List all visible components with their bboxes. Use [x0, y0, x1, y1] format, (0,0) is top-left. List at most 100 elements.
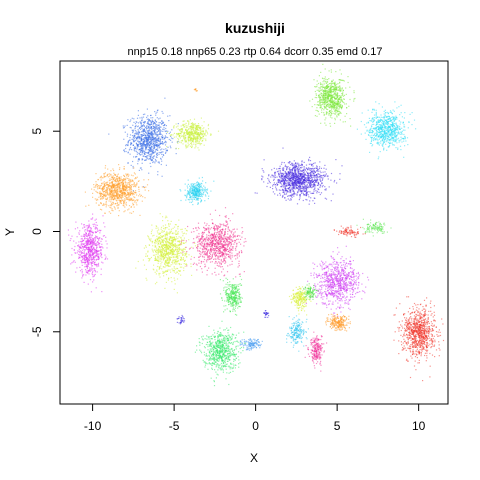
data-point: [237, 266, 239, 268]
data-point: [148, 119, 151, 121]
data-point: [90, 218, 92, 220]
data-point: [197, 244, 199, 246]
data-point: [126, 173, 128, 176]
data-point: [188, 144, 190, 146]
data-point: [180, 256, 182, 258]
data-point: [109, 194, 111, 196]
data-point: [188, 190, 190, 192]
data-point: [203, 144, 205, 146]
data-point: [131, 117, 133, 119]
data-point: [100, 194, 102, 196]
data-point: [158, 266, 160, 268]
data-point: [164, 144, 167, 146]
data-point: [179, 136, 181, 138]
data-point: [208, 195, 210, 197]
data-point: [169, 269, 171, 271]
data-point: [216, 264, 218, 266]
data-point: [102, 215, 104, 217]
data-point: [230, 232, 233, 234]
data-point: [181, 231, 183, 233]
data-point: [158, 233, 160, 235]
data-point: [123, 138, 125, 140]
data-point: [119, 180, 121, 182]
data-point: [154, 249, 156, 251]
data-point: [144, 152, 146, 154]
data-point: [115, 187, 117, 189]
data-point: [184, 265, 186, 267]
data-point: [93, 255, 95, 257]
data-point: [230, 231, 232, 233]
data-point: [224, 207, 227, 209]
data-point: [199, 135, 201, 138]
data-point: [103, 181, 105, 183]
data-point: [190, 183, 192, 185]
data-point: [84, 249, 86, 251]
data-point: [110, 182, 112, 184]
data-point: [155, 149, 157, 151]
data-point: [161, 151, 163, 153]
data-point: [219, 243, 221, 245]
data-point: [177, 258, 179, 260]
data-point: [135, 142, 137, 144]
data-point: [149, 123, 151, 126]
data-point: [126, 144, 129, 146]
data-point: [183, 133, 185, 136]
data-point: [138, 195, 140, 197]
data-point: [154, 144, 156, 146]
data-point: [225, 283, 227, 285]
data-point: [172, 260, 174, 262]
data-point: [205, 191, 207, 193]
data-point: [122, 186, 124, 188]
data-point: [161, 252, 163, 254]
data-point: [146, 142, 148, 144]
data-point: [134, 196, 136, 199]
data-point: [159, 255, 161, 257]
data-point: [162, 143, 164, 145]
data-point: [190, 184, 192, 186]
data-point: [113, 191, 115, 193]
data-point: [147, 257, 149, 260]
data-point: [108, 205, 110, 207]
data-point: [105, 202, 107, 204]
data-point: [104, 172, 106, 174]
data-point: [158, 136, 160, 138]
data-point: [178, 139, 180, 141]
data-point: [191, 246, 193, 248]
data-point: [140, 167, 142, 169]
data-point: [210, 250, 212, 252]
data-point: [143, 247, 145, 249]
data-point: [226, 238, 228, 240]
data-point: [132, 160, 134, 163]
data-point: [82, 252, 84, 254]
data-point: [85, 241, 87, 243]
data-point: [149, 147, 151, 149]
data-point: [111, 188, 113, 190]
data-point: [89, 270, 91, 272]
data-point: [159, 260, 161, 262]
data-point: [211, 219, 213, 221]
data-point: [120, 176, 122, 178]
data-point: [166, 235, 168, 237]
data-point: [146, 155, 148, 157]
data-point: [88, 233, 90, 235]
data-point: [198, 149, 200, 151]
data-point: [184, 123, 186, 125]
data-point: [196, 189, 198, 191]
data-point: [91, 256, 93, 259]
data-point: [129, 134, 132, 136]
data-point: [150, 149, 152, 151]
data-point: [177, 142, 179, 144]
data-point: [189, 119, 191, 121]
data-point: [192, 128, 194, 130]
data-point: [155, 227, 157, 229]
data-point: [224, 244, 226, 246]
data-point: [151, 122, 153, 124]
data-point: [165, 270, 167, 272]
data-point: [223, 287, 225, 289]
data-point: [160, 238, 163, 241]
data-point: [117, 191, 119, 193]
data-point: [189, 135, 191, 137]
data-point: [126, 124, 128, 126]
data-point: [97, 238, 100, 240]
data-point: [194, 242, 196, 244]
